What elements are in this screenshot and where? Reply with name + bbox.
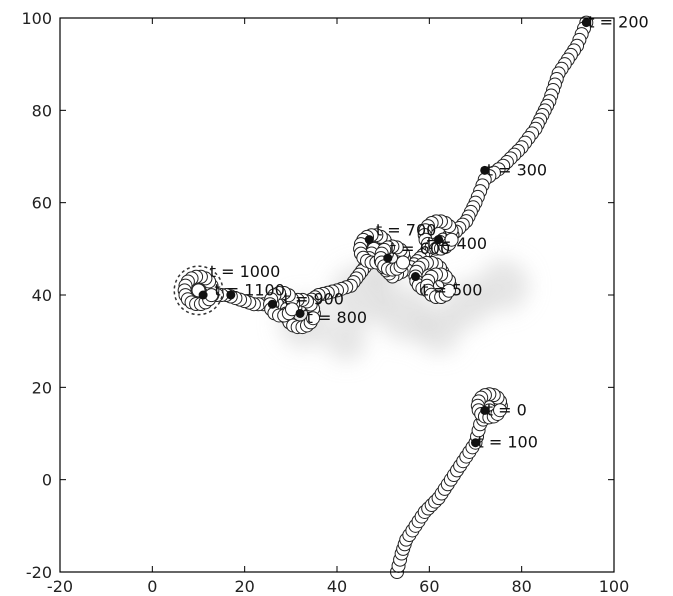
annotation-8: t = 800	[307, 308, 367, 327]
filled-marker-11	[364, 235, 374, 245]
annotation-5: t = 500	[422, 280, 482, 299]
annotation-3: t = 300	[487, 160, 547, 179]
annotation-7: t = 700	[376, 220, 436, 239]
x-tick-label-3: 40	[327, 577, 347, 596]
annotation-10: t = 1000	[210, 262, 281, 281]
trajectory	[177, 15, 594, 579]
gray-region	[278, 255, 530, 362]
x-tick-label-6: 100	[599, 577, 630, 596]
y-tick-label-1: 0	[42, 471, 52, 490]
trajectory-point-248	[441, 283, 456, 298]
gray-blob-4	[477, 259, 530, 312]
y-tick-label-6: 100	[21, 9, 52, 28]
trajectory-point-50	[493, 403, 508, 418]
gray-blob-5	[416, 309, 461, 354]
annotation-1: t = 100	[478, 433, 538, 452]
x-tick-label-0: -20	[47, 577, 73, 596]
y-tick-label-3: 40	[32, 286, 52, 305]
filled-marker-5	[410, 272, 420, 282]
y-tick-label-2: 20	[32, 378, 52, 397]
filled-marker-3	[480, 165, 490, 175]
filled-marker-7	[295, 308, 305, 318]
filled-marker-2	[581, 18, 591, 28]
y-tick-label-5: 80	[32, 101, 52, 120]
x-tick-label-1: 0	[147, 577, 157, 596]
gray-blob-6	[326, 321, 367, 362]
trajectory-point-266	[306, 311, 321, 326]
annotation-11: t = 1100	[214, 280, 285, 299]
filled-marker-0	[480, 405, 490, 415]
dashed-circle	[173, 265, 224, 316]
filled-marker-1	[471, 438, 480, 448]
x-tick-label-2: 20	[234, 577, 254, 596]
x-tick-label-5: 80	[511, 577, 531, 596]
annotation-4: t = 400	[427, 234, 487, 253]
filled-markers	[198, 18, 591, 448]
filled-marker-6	[383, 253, 393, 263]
annotations: t = 0 t = 100 t = 200 t = 300 t = 400 t = 500…	[210, 13, 649, 452]
filled-marker-9	[198, 290, 208, 300]
annotation-9: t = 900	[284, 290, 344, 309]
annotation-0: t = 0	[487, 400, 527, 419]
trajectory-point-280	[284, 302, 299, 317]
axis-ticks: -20 0 20 40 60 80 100 -20 0 20 40 60 80 100	[21, 9, 629, 596]
x-tick-label-4: 60	[419, 577, 439, 596]
filled-marker-4	[434, 235, 444, 245]
filled-marker-10	[226, 290, 236, 300]
filled-marker-8	[267, 299, 277, 309]
y-tick-label-0: -20	[26, 563, 52, 582]
trajectory-point-182	[444, 232, 459, 247]
y-tick-label-4: 60	[32, 194, 52, 213]
trajectory-point-216	[396, 255, 411, 270]
annotation-2: t = 200	[588, 13, 648, 32]
annotation-6: t = 600	[390, 239, 450, 258]
